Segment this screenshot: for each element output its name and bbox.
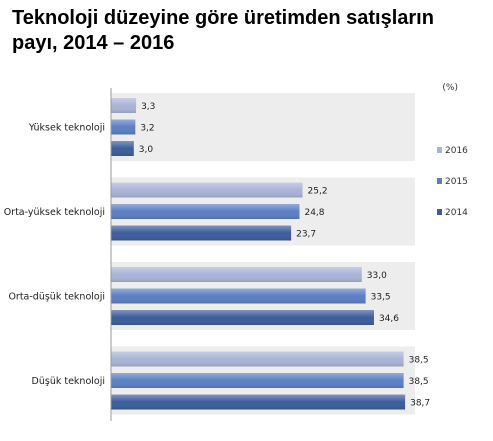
value-label: 23,7	[296, 230, 316, 240]
value-label: 3,2	[140, 124, 154, 134]
value-label: 38,7	[410, 399, 430, 409]
value-label: 34,6	[379, 314, 399, 324]
category-label: Yüksek teknoloji	[28, 123, 105, 134]
category-label: Düşük teknoloji	[32, 376, 105, 387]
bar-sheen	[111, 204, 300, 219]
value-label: 3,3	[141, 102, 155, 112]
category-band	[111, 93, 415, 161]
bar-sheen	[111, 119, 136, 135]
bar-sheen	[111, 141, 134, 156]
value-label: 38,5	[409, 377, 429, 387]
bar-sheen	[111, 98, 137, 113]
value-label: 33,5	[371, 293, 391, 303]
legend-swatch	[437, 178, 442, 184]
value-label: 25,2	[308, 187, 328, 197]
value-label: 24,8	[304, 208, 324, 218]
legend-swatch	[437, 147, 442, 153]
legend-swatch	[437, 209, 442, 215]
legend-label: 2016	[445, 146, 468, 156]
bar-sheen	[111, 310, 374, 325]
value-label: 33,0	[367, 271, 387, 281]
legend-label: 2015	[445, 177, 468, 187]
unit-label: (%)	[442, 83, 458, 93]
bar-sheen	[111, 182, 303, 198]
category-label: Orta-düşük teknoloji	[8, 292, 105, 303]
bar-sheen	[111, 351, 404, 367]
value-label: 38,5	[409, 356, 429, 366]
bar-sheen	[111, 225, 292, 241]
legend-label: 2014	[445, 208, 468, 218]
value-label: 3,0	[139, 145, 154, 155]
category-label: Orta-yüksek teknoloji	[4, 207, 105, 218]
bar-sheen	[111, 267, 362, 282]
chart-title: Teknoloji düzeyine göre üretimden satışl…	[12, 7, 434, 54]
bar-sheen	[111, 288, 366, 304]
bar-sheen	[111, 373, 404, 388]
bar-sheen	[111, 394, 406, 410]
